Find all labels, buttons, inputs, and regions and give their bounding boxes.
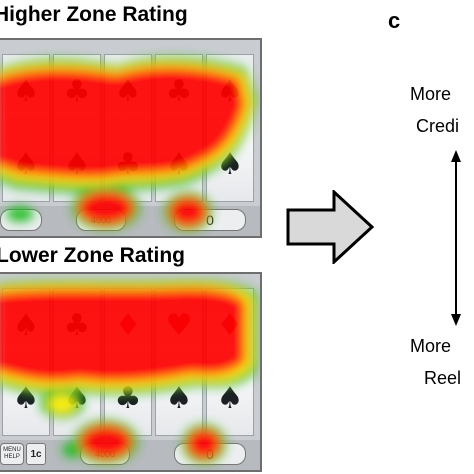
lower-zone-title: Lower Zone Rating [0, 244, 185, 267]
spades-icon: ♠ [216, 380, 244, 416]
higher-zone-title: Higher Zone Rating [0, 3, 188, 26]
gaze-heatmap-overlay [0, 57, 258, 232]
menu-label: MENU [3, 447, 21, 453]
right-arrow-icon [286, 190, 375, 264]
panel-letter: c [388, 8, 401, 33]
double-arrow-icon [451, 150, 461, 326]
menu-help-button[interactable]: MENU HELP [0, 443, 24, 465]
axis-top-label-line1: More [410, 84, 452, 104]
axis-bottom-label-line1: More [410, 336, 452, 356]
higher-zone-heatmap-panel: ♠♠ ♣♠ ♠♣ ♣♠ ♠♠ 4000 0 [0, 38, 262, 238]
control-bar: 4000 0 [0, 206, 260, 236]
gaze-heatmap-overlay [0, 279, 258, 464]
lower-zone-heatmap-panel: ♠♠ ♣♠ ♦♣ ♥♠ ♦♠ MENU HELP 1c 4000 0 [0, 272, 262, 472]
help-label: HELP [4, 454, 20, 460]
axis-bottom-label-line2: Reel [424, 368, 462, 388]
axis-top-label-line2: Credi [416, 116, 460, 136]
coin-denomination-button[interactable]: 1c [26, 443, 46, 465]
